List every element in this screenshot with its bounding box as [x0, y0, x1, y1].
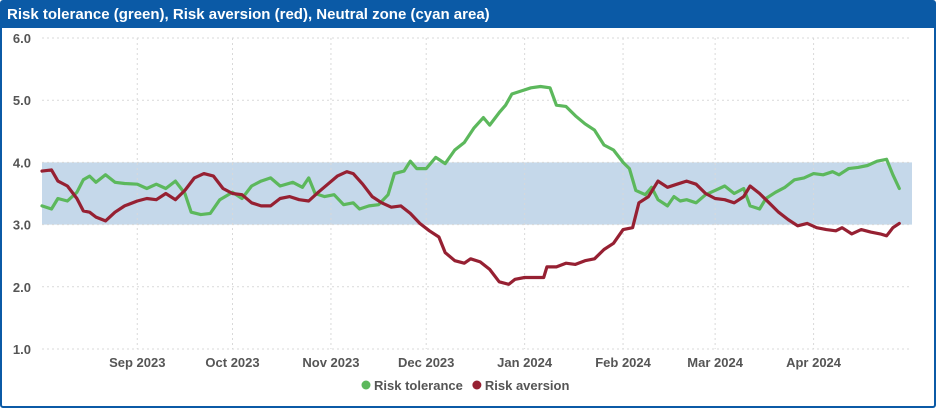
legend-label-risk-tolerance: Risk tolerance [374, 378, 463, 393]
x-tick-label: Oct 2023 [205, 355, 259, 370]
neutral-zone-band [42, 162, 912, 225]
legend-label-risk-aversion: Risk aversion [485, 378, 570, 393]
y-tick-label: 3.0 [13, 218, 31, 233]
y-tick-label: 4.0 [13, 155, 31, 170]
y-tick-label: 6.0 [13, 31, 31, 46]
legend-marker-risk-aversion [472, 380, 482, 390]
x-tick-label: Sep 2023 [109, 355, 165, 370]
series-line-risk-tolerance [40, 84, 901, 217]
y-tick-label: 5.0 [13, 93, 31, 108]
x-tick-label: Nov 2023 [302, 355, 359, 370]
x-tick-label: Feb 2024 [595, 355, 651, 370]
x-tick-label: Jan 2024 [497, 355, 553, 370]
y-tick-label: 2.0 [13, 280, 31, 295]
x-tick-label: Apr 2024 [786, 355, 842, 370]
chart-title: Risk tolerance (green), Risk aversion (r… [2, 2, 934, 28]
legend-marker-risk-tolerance [361, 380, 371, 390]
series-line-risk-aversion [40, 168, 901, 286]
y-tick-label: 1.0 [13, 342, 31, 357]
x-tick-label: Dec 2023 [398, 355, 454, 370]
x-tick-label: Mar 2024 [687, 355, 743, 370]
